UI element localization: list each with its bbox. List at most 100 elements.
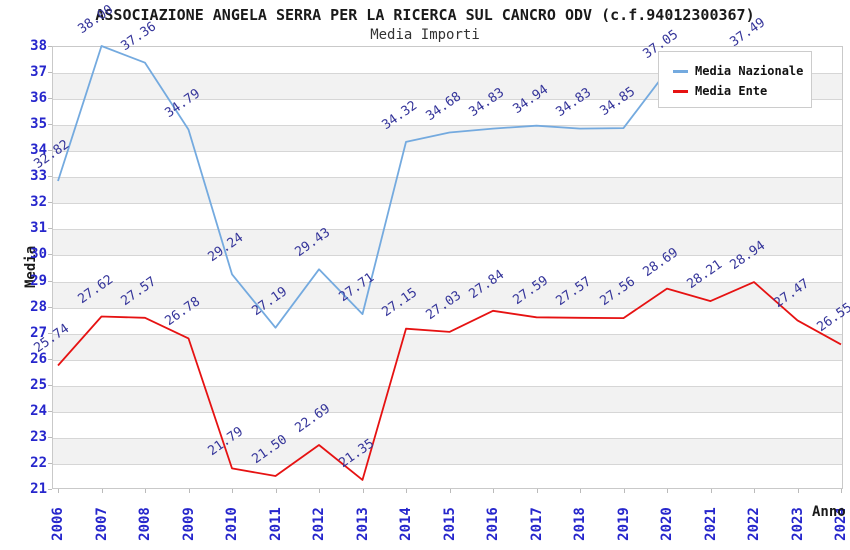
y-tick-label: 21 xyxy=(30,481,47,497)
gridline xyxy=(53,385,842,387)
media-nazionale-line-swatch xyxy=(673,69,688,73)
y-tick-mark xyxy=(48,384,52,386)
x-tick-mark xyxy=(841,489,842,493)
x-tick-label: 2016 xyxy=(485,507,501,541)
y-tick-mark xyxy=(48,72,52,74)
y-tick-label: 38 xyxy=(30,38,47,54)
y-tick-label: 27 xyxy=(30,324,47,341)
y-tick-mark xyxy=(48,280,52,282)
legend-label-media-ente: Media Ente xyxy=(695,84,768,98)
x-tick-label: 2019 xyxy=(615,507,632,541)
gridline xyxy=(53,359,842,361)
y-tick-label: 29 xyxy=(30,272,47,289)
x-tick-label: 2015 xyxy=(441,507,458,541)
y-tick-label: 37 xyxy=(30,64,47,81)
x-tick-label: 2011 xyxy=(267,507,284,541)
y-tick-mark xyxy=(48,176,52,178)
y-tick-mark xyxy=(48,462,52,464)
chart-title: ASSOCIAZIONE ANGELA SERRA PER LA RICERCA… xyxy=(95,6,755,24)
x-tick-label: 2010 xyxy=(224,507,240,541)
background-band xyxy=(53,385,842,412)
y-tick-label: 35 xyxy=(30,116,47,133)
x-tick-label: 2008 xyxy=(137,507,153,541)
y-tick-label: 36 xyxy=(30,90,47,107)
x-tick-label: 2014 xyxy=(398,507,414,541)
gridline xyxy=(53,333,842,335)
x-tick-label: 2006 xyxy=(50,507,66,541)
y-tick-mark xyxy=(48,124,52,126)
x-tick-mark xyxy=(797,489,799,493)
gridline xyxy=(53,203,842,205)
x-tick-mark xyxy=(275,489,277,493)
x-tick-label: 2021 xyxy=(702,507,719,541)
x-tick-mark xyxy=(580,489,581,493)
y-tick-mark xyxy=(48,489,52,490)
media-ente-line-swatch xyxy=(673,89,688,93)
x-tick-mark xyxy=(667,489,668,493)
background-band xyxy=(53,437,842,464)
x-tick-mark xyxy=(58,489,59,493)
x-tick-mark xyxy=(145,489,146,493)
y-tick-mark xyxy=(48,410,52,412)
y-tick-mark xyxy=(48,202,52,204)
background-band xyxy=(53,177,842,204)
y-tick-label: 23 xyxy=(30,428,47,445)
background-band xyxy=(53,333,842,360)
background-band xyxy=(53,229,842,256)
gridline xyxy=(53,229,842,231)
x-tick-label: 2020 xyxy=(659,507,675,541)
y-tick-mark xyxy=(48,150,52,152)
x-tick-label: 2009 xyxy=(180,507,197,541)
y-tick-mark xyxy=(48,46,52,47)
gridline xyxy=(53,411,842,413)
y-tick-mark xyxy=(48,358,52,360)
gridline xyxy=(53,463,842,465)
gridline xyxy=(53,255,842,257)
y-tick-label: 24 xyxy=(30,402,47,419)
y-tick-mark xyxy=(48,436,52,438)
y-tick-mark xyxy=(48,254,52,256)
gridline xyxy=(53,151,842,153)
x-tick-mark xyxy=(623,489,625,493)
y-tick-mark xyxy=(48,98,52,100)
background-band xyxy=(53,125,842,152)
legend-item-media-ente: Media Ente xyxy=(659,81,811,101)
y-tick-label: 33 xyxy=(30,168,47,185)
x-tick-mark xyxy=(362,489,364,493)
y-tick-label: 32 xyxy=(30,194,47,211)
gridline xyxy=(53,125,842,127)
x-tick-mark xyxy=(406,489,407,493)
x-tick-mark xyxy=(754,489,755,493)
x-tick-label: 2018 xyxy=(572,507,588,541)
x-tick-label: 2013 xyxy=(354,507,371,541)
y-tick-label: 34 xyxy=(30,142,47,159)
x-tick-mark xyxy=(449,489,451,493)
chart-subtitle: Media Importi xyxy=(370,27,480,43)
gridline xyxy=(53,437,842,439)
x-tick-mark xyxy=(232,489,233,493)
x-tick-label: 2007 xyxy=(93,507,110,541)
y-tick-mark xyxy=(48,306,52,308)
y-tick-label: 25 xyxy=(30,376,47,393)
legend: Media Nazionale Media Ente xyxy=(658,51,812,108)
x-tick-mark xyxy=(710,489,712,493)
legend-item-media-nazionale: Media Nazionale xyxy=(659,61,811,81)
x-tick-mark xyxy=(319,489,320,493)
x-tick-label: 2012 xyxy=(311,507,327,541)
y-tick-label: 31 xyxy=(30,220,47,237)
y-tick-label: 22 xyxy=(30,454,47,471)
x-tick-mark xyxy=(101,489,103,493)
y-tick-label: 30 xyxy=(30,246,47,263)
x-tick-label: 2022 xyxy=(746,507,762,541)
y-tick-label: 28 xyxy=(30,298,47,315)
x-tick-mark xyxy=(493,489,494,493)
x-tick-label: 2023 xyxy=(789,507,806,541)
x-axis-title: Anno xyxy=(812,504,846,520)
y-tick-mark xyxy=(48,228,52,230)
y-tick-label: 26 xyxy=(30,350,47,367)
y-tick-mark xyxy=(48,332,52,334)
legend-label-media-nazionale: Media Nazionale xyxy=(695,64,804,78)
gridline xyxy=(53,177,842,179)
gridline xyxy=(53,281,842,283)
